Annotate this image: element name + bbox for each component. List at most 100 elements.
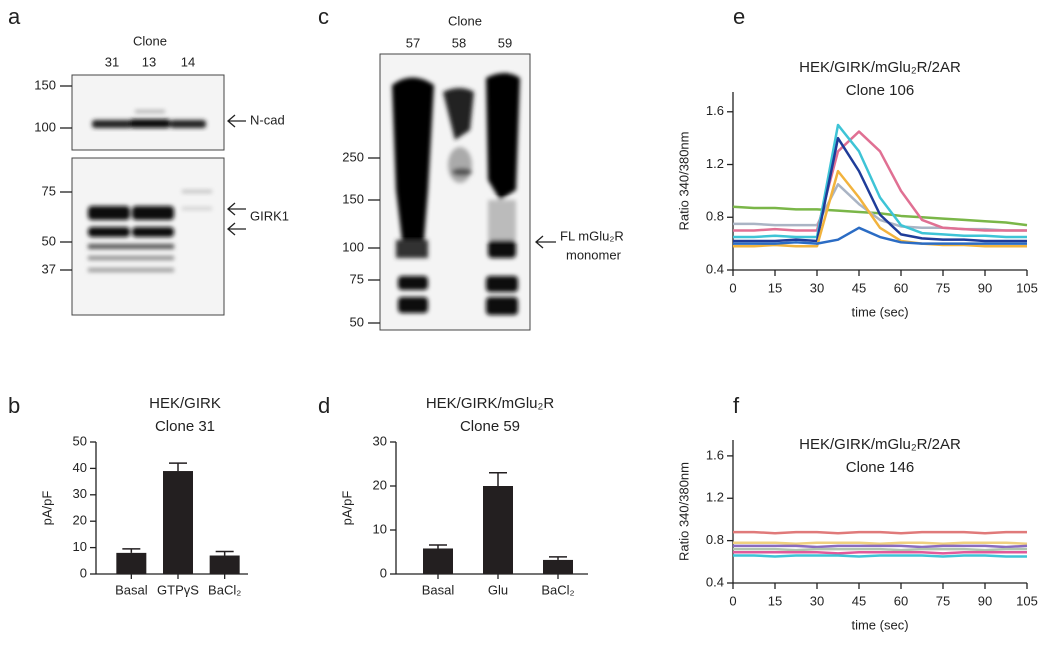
bar — [209, 555, 240, 574]
bar — [423, 548, 453, 574]
lane-label: 59 — [498, 35, 512, 50]
panel-letter: f — [733, 393, 740, 418]
band-label: monomer — [566, 247, 622, 262]
chart-subtitle: Clone 106 — [846, 82, 914, 99]
x-tick-label: 15 — [768, 280, 782, 295]
chart-title: HEK/GIRK/mGlu₂R/2AR — [799, 436, 961, 453]
blot-top — [71, 74, 225, 151]
bar — [543, 559, 573, 574]
marker-label: 150 — [342, 191, 364, 206]
series-line — [733, 136, 1027, 243]
y-tick-label: 0.8 — [706, 209, 724, 224]
y-tick-label: 10 — [73, 539, 87, 554]
lane-label: 13 — [142, 54, 156, 69]
chart-title: HEK/GIRK/mGlu₂R/2AR — [799, 59, 961, 76]
chart-title: HEK/GIRK/mGlu₂R — [426, 395, 555, 412]
x-axis-label: time (sec) — [851, 304, 908, 319]
series-line — [733, 541, 1028, 546]
marker-label: 75 — [42, 183, 56, 198]
panel-letter: a — [8, 4, 21, 29]
marker-ticks — [368, 157, 380, 324]
band-label: N-cad — [250, 112, 285, 127]
y-axis-label: pA/pF — [39, 491, 54, 526]
panel-letter: e — [733, 4, 745, 29]
y-tick-label: 1.6 — [706, 103, 724, 118]
x-tick-label: 15 — [768, 593, 782, 608]
series-line — [733, 226, 1027, 245]
x-tick-label: 105 — [1016, 280, 1038, 295]
clone-label: Clone — [448, 13, 482, 28]
lane-label: 58 — [452, 35, 466, 50]
marker-label: 50 — [42, 233, 56, 248]
x-tick-label: GTPγS — [157, 582, 199, 597]
y-tick-label: 20 — [73, 513, 87, 528]
arrow — [227, 114, 246, 128]
panel-letter: c — [318, 4, 329, 29]
marker-label: 150 — [34, 77, 56, 92]
lane-label: 14 — [181, 54, 195, 69]
marker-label: 250 — [342, 149, 364, 164]
y-tick-label: 1.2 — [706, 490, 724, 505]
y-tick-label: 1.2 — [706, 156, 724, 171]
chart-subtitle: Clone 31 — [155, 418, 215, 435]
y-axis-label: pA/pF — [339, 491, 354, 526]
x-tick-label: 75 — [936, 593, 950, 608]
series-line — [733, 551, 1027, 555]
x-tick-label: BaCl₂ — [208, 582, 241, 597]
x-tick-label: 75 — [936, 280, 950, 295]
panel-letter: d — [318, 393, 330, 418]
arrow — [227, 202, 246, 236]
marker-label: 100 — [34, 119, 56, 134]
x-tick-label: Basal — [115, 582, 148, 597]
series-line — [733, 544, 1028, 549]
x-tick-label: 60 — [894, 280, 908, 295]
y-axis-label: Ratio 340/380nm — [676, 131, 691, 230]
bands — [92, 110, 206, 128]
y-tick-label: 1.6 — [706, 447, 724, 462]
band-label: FL mGlu₂R — [560, 228, 624, 243]
x-axis-label: time (sec) — [851, 617, 908, 632]
y-tick-label: 20 — [373, 477, 387, 492]
chart-subtitle: Clone 146 — [846, 459, 914, 476]
y-tick-label: 0.4 — [706, 261, 724, 276]
y-tick-label: 0.8 — [706, 532, 724, 547]
marker-label: 37 — [42, 261, 56, 276]
clone-label: Clone — [133, 33, 167, 48]
x-tick-label: 60 — [894, 593, 908, 608]
y-tick-label: 0 — [380, 565, 387, 580]
x-tick-label: Glu — [488, 582, 508, 597]
series-line — [733, 130, 1027, 232]
y-tick-label: 0 — [80, 565, 87, 580]
y-axis-label: Ratio 340/380nm — [676, 462, 691, 561]
y-tick-label: 40 — [73, 460, 87, 475]
bar — [483, 486, 513, 574]
x-tick-label: BaCl₂ — [541, 582, 574, 597]
panel-letter: b — [8, 393, 20, 418]
series-line — [733, 530, 1027, 535]
blot-c — [379, 53, 531, 331]
bands — [88, 190, 212, 272]
y-tick-label: 10 — [373, 521, 387, 536]
bar — [163, 471, 193, 574]
x-tick-label: 30 — [810, 593, 824, 608]
bands — [392, 73, 520, 315]
x-tick-label: 0 — [729, 280, 736, 295]
y-tick-label: 30 — [73, 486, 87, 501]
x-tick-label: 90 — [978, 280, 992, 295]
marker-label: 75 — [350, 271, 364, 286]
series-line — [733, 169, 1027, 248]
series-line — [733, 554, 1027, 558]
x-tick-label: 30 — [810, 280, 824, 295]
arrow — [535, 235, 556, 249]
marker-label: 50 — [350, 314, 364, 329]
band-label: GIRK1 — [250, 208, 289, 223]
x-tick-label: 0 — [729, 593, 736, 608]
chart-subtitle: Clone 59 — [460, 418, 520, 435]
series-line — [733, 123, 1027, 239]
blot-bottom — [71, 157, 225, 316]
bar — [116, 552, 147, 574]
x-tick-label: Basal — [422, 582, 455, 597]
chart-title: HEK/GIRK — [149, 395, 221, 412]
